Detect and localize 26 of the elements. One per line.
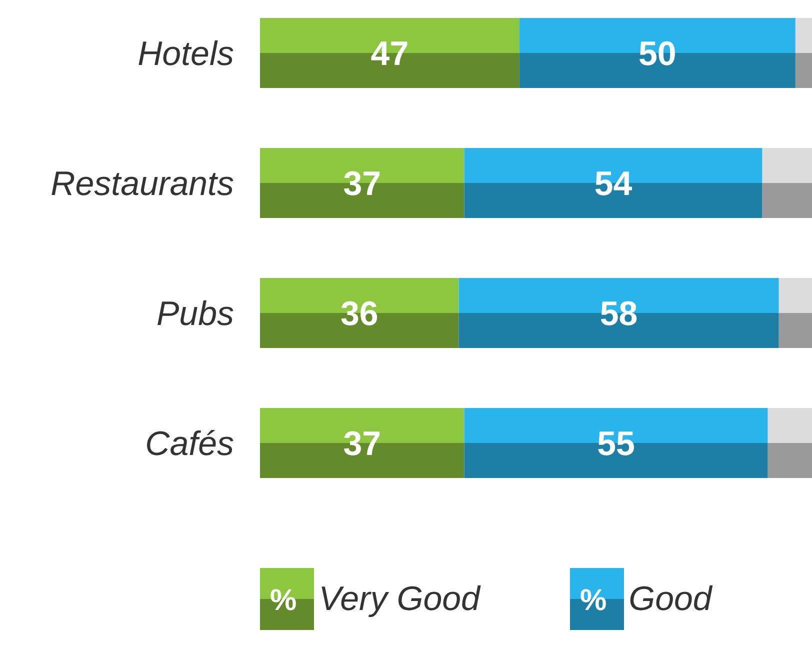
text: % Very Good [270,580,480,618]
data-label: 37 [343,425,382,463]
bar [260,148,464,218]
data-label: 37 [343,165,382,203]
bar [260,408,464,478]
data-label: 55 [597,425,635,463]
y-tick-label: Pubs [156,295,234,334]
bar [458,278,779,348]
y-tick-label: Hotels [138,35,234,74]
data-label: 47 [370,35,409,73]
bar [795,18,812,88]
data-label: 36 [340,295,378,333]
bar [464,148,762,218]
y-tick-label: Restaurants [50,165,234,204]
bar [778,278,812,348]
bar [464,408,768,478]
data-label: 54 [594,165,632,203]
data-label: 58 [600,295,638,333]
text: % Good [580,580,712,618]
y-tick-label: Cafés [145,425,234,464]
bar [260,18,520,88]
data-label: 50 [638,35,676,73]
bar [519,18,796,88]
bar [762,148,812,218]
bar [768,408,812,478]
bar [260,278,459,348]
